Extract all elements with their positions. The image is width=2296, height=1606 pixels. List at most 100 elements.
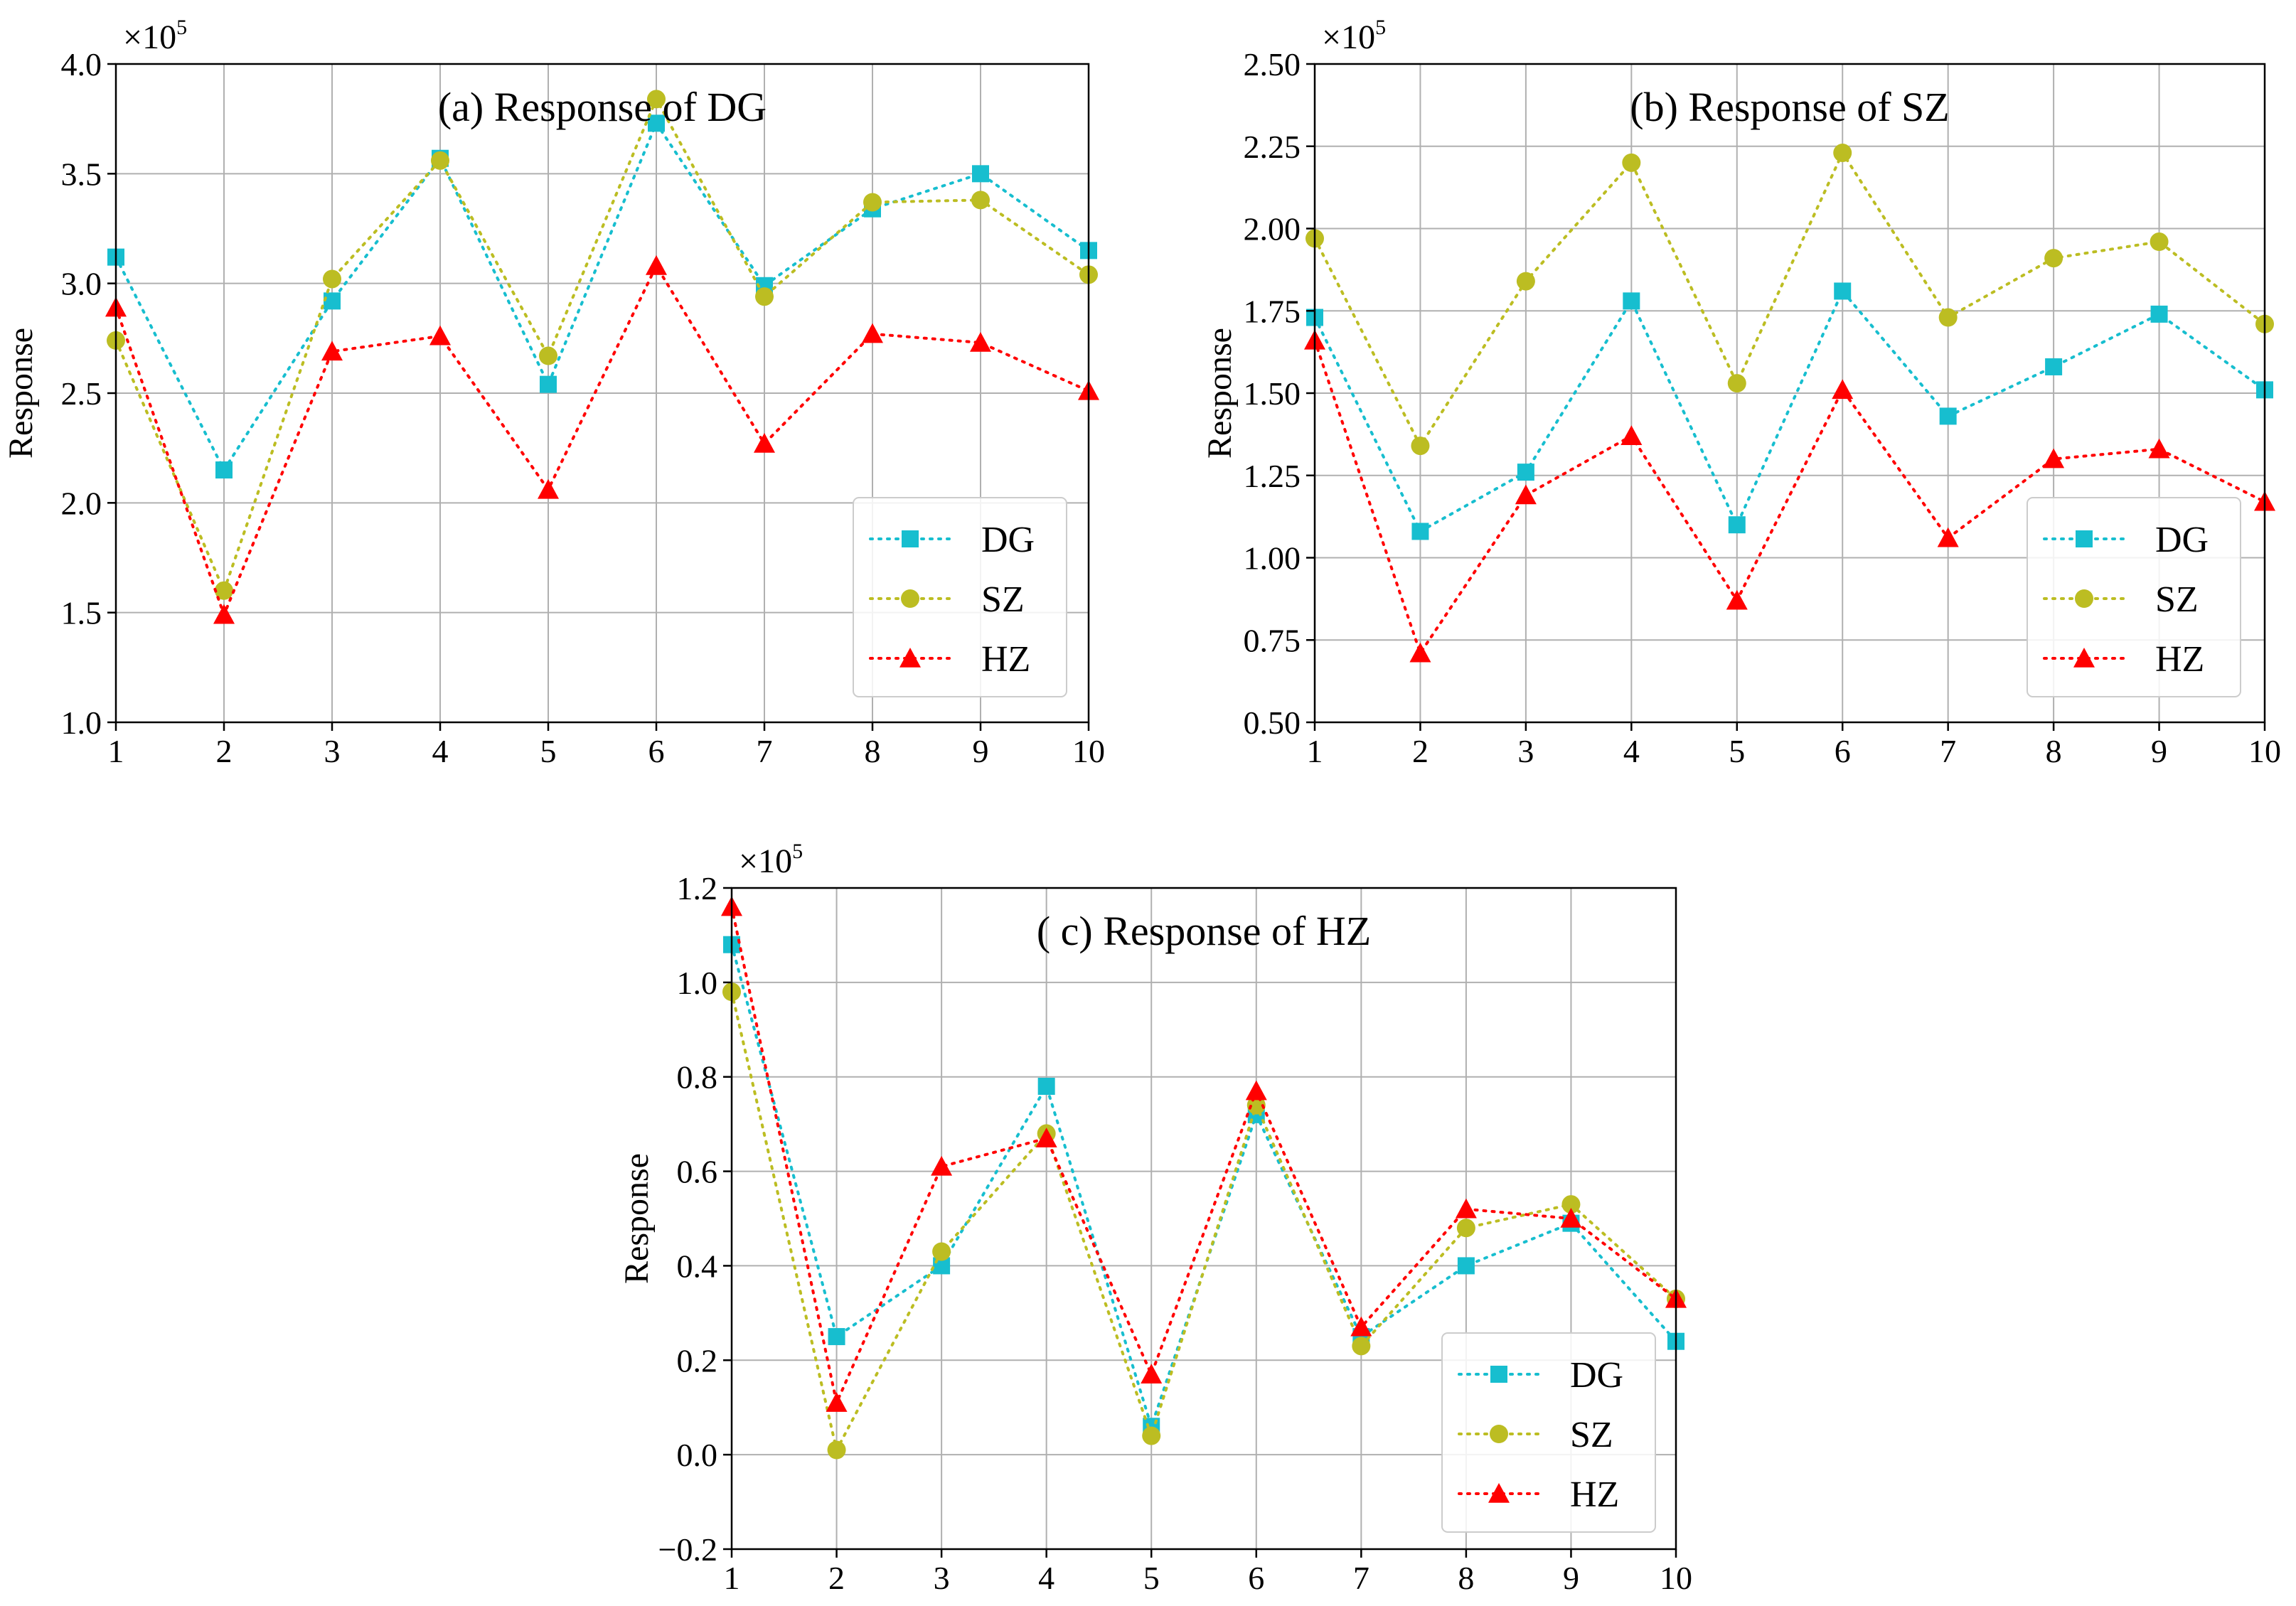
series-line-hz: [730, 905, 1677, 1408]
data-point-sz: [2044, 249, 2063, 268]
y-tick-label: 1.50: [1244, 375, 1301, 412]
data-point-hz: [1515, 484, 1537, 505]
multiplier-base: ×10: [1322, 18, 1375, 56]
series-line-sz: [1313, 149, 2266, 449]
x-tick-label: 3: [934, 1560, 950, 1596]
data-point-hz: [321, 341, 343, 361]
legend: DG SZ HZ: [1441, 1332, 1656, 1533]
data-point-hz: [1726, 589, 1748, 610]
legend: DG SZ HZ: [853, 497, 1067, 697]
x-tick-label: 8: [865, 733, 881, 769]
x-tick-label: 10: [1660, 1560, 1692, 1596]
series-line-sz: [114, 95, 1090, 595]
x-tick-label: 3: [1517, 733, 1534, 769]
multiplier-exponent: 5: [1375, 16, 1386, 39]
data-point-sz: [863, 193, 882, 212]
legend-label-hz: HZ: [1570, 1474, 1619, 1515]
x-tick-label: 1: [724, 1560, 740, 1596]
y-axis-label: Response: [1201, 328, 1239, 459]
y-tick-label: 0.6: [677, 1154, 718, 1190]
chart-title: (a) Response of DG: [438, 84, 767, 130]
y-tick-label: 1.00: [1244, 540, 1301, 577]
data-point-dg: [1457, 1257, 1475, 1275]
data-point-hz: [1141, 1364, 1163, 1383]
data-point-hz: [1455, 1198, 1477, 1219]
data-point-sz: [1727, 374, 1746, 393]
data-point-sz: [1456, 1219, 1475, 1238]
x-tick-label: 3: [324, 733, 341, 769]
y-tick-label: 3.0: [61, 266, 102, 302]
legend-label-dg: DG: [981, 520, 1035, 560]
data-point-sz: [827, 1440, 846, 1460]
y-tick-label: 2.25: [1244, 129, 1301, 165]
y-tick-label: 1.2: [677, 870, 718, 906]
x-tick-label: 5: [1729, 733, 1745, 769]
series-line-dg: [114, 120, 1090, 473]
data-point-dg: [540, 375, 557, 393]
x-tick-label: 4: [432, 733, 449, 769]
series-line-dg: [730, 943, 1677, 1431]
subplot-3: 1 2 3 4 5 6 7 8 9 10−0.20.00.20.40.60.81.01.2×105…: [618, 840, 1692, 1596]
data-point-sz: [755, 287, 774, 306]
series-line-sz: [730, 990, 1677, 1455]
x-tick-label: 8: [1458, 1560, 1474, 1596]
x-tick-label: 7: [1940, 733, 1956, 769]
x-tick-label: 6: [1248, 1560, 1264, 1596]
y-tick-label: 2.50: [1244, 46, 1301, 82]
legend-label-sz: SZ: [2155, 579, 2199, 620]
legend-label-hz: HZ: [2155, 639, 2204, 680]
data-point-dg: [972, 165, 989, 183]
y-tick-label: 0.75: [1244, 622, 1301, 658]
data-point-hz: [1350, 1316, 1372, 1337]
data-point-dg: [1411, 523, 1429, 540]
y-tick-label: 0.0: [677, 1437, 718, 1473]
x-tick-label: 4: [1038, 1560, 1054, 1596]
multiplier-exponent: 5: [792, 840, 803, 863]
y-tick-label: 0.8: [677, 1059, 718, 1096]
y-tick-label: 2.0: [61, 485, 102, 521]
x-tick-label: 2: [1412, 733, 1429, 769]
legend-marker-hz: [2073, 648, 2095, 668]
y-tick-label: 1.75: [1244, 293, 1301, 329]
y-tick-label: −0.2: [658, 1531, 717, 1568]
series-line-dg: [1313, 288, 2266, 534]
x-tick-label: 7: [1353, 1560, 1369, 1596]
y-axis-label: Response: [2, 328, 40, 459]
data-point-dg: [2150, 305, 2168, 323]
data-point-dg: [648, 114, 665, 132]
data-point-hz: [1409, 642, 1431, 663]
data-point-hz: [538, 478, 559, 499]
multiplier-exponent: 5: [176, 16, 187, 39]
data-point-hz: [862, 323, 883, 343]
data-point-sz: [1938, 308, 1958, 327]
data-point-hz: [1245, 1080, 1267, 1101]
x-tick-label: 10: [1072, 733, 1105, 769]
axis-multiplier: ×105: [123, 16, 187, 56]
y-tick-label: 0.50: [1244, 705, 1301, 741]
legend-marker-sz: [1490, 1425, 1508, 1443]
x-tick-label: 9: [973, 733, 989, 769]
legend-marker-sz: [901, 589, 919, 608]
x-tick-label: 5: [1143, 1560, 1160, 1596]
x-tick-label: 7: [757, 733, 773, 769]
data-point-hz: [826, 1392, 848, 1412]
data-point-sz: [1352, 1337, 1371, 1356]
data-point-dg: [1834, 282, 1852, 300]
series-line-hz: [114, 262, 1090, 619]
legend-marker-dg: [1490, 1366, 1507, 1383]
y-tick-label: 3.5: [61, 156, 102, 192]
legend: DG SZ HZ: [2027, 497, 2241, 697]
y-tick-label: 1.25: [1244, 458, 1301, 494]
x-tick-label: 2: [828, 1560, 845, 1596]
data-point-hz: [646, 255, 667, 275]
data-point-hz: [1937, 527, 1959, 547]
data-point-sz: [215, 581, 233, 600]
y-tick-label: 2.00: [1244, 211, 1301, 247]
chart-title: ( c) Response of HZ: [1037, 908, 1371, 954]
data-point-hz: [754, 432, 775, 453]
data-point-sz: [431, 151, 449, 170]
data-point-sz: [1833, 144, 1852, 163]
data-point-hz: [931, 1155, 953, 1176]
data-point-sz: [1411, 437, 1430, 456]
